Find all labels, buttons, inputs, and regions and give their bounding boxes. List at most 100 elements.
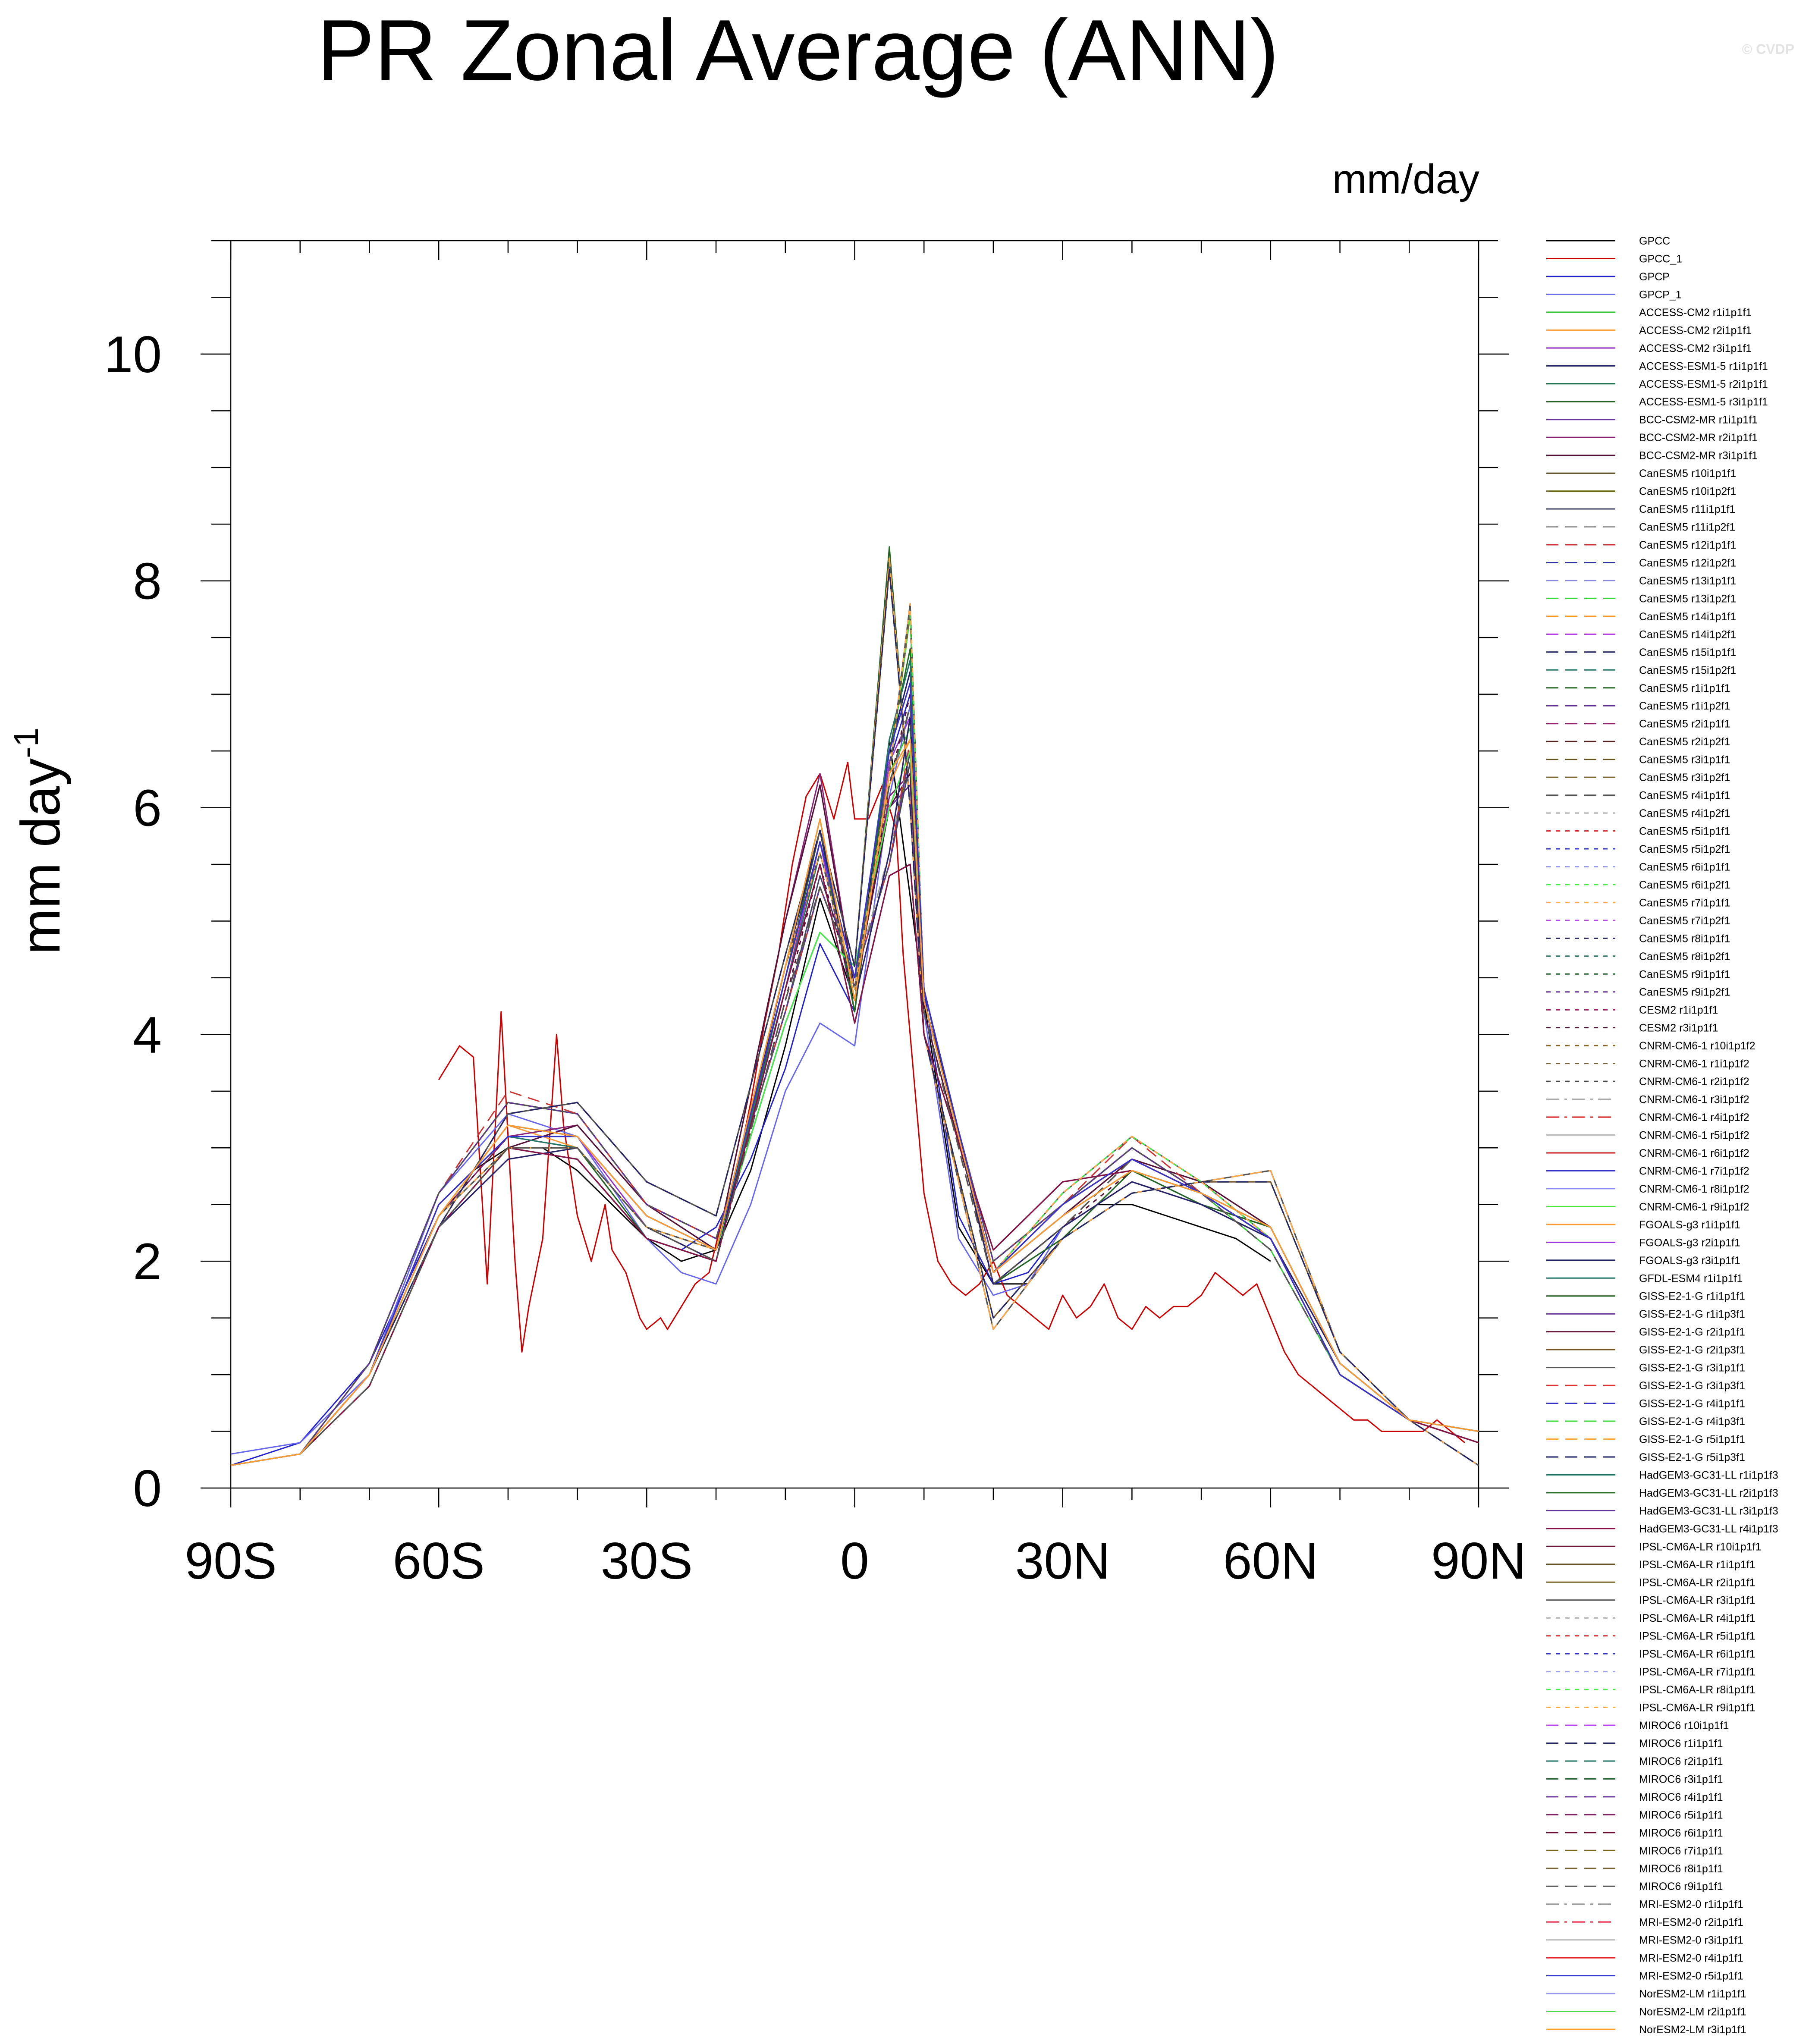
legend-label: CESM2 r1i1p1f1 [1639, 1004, 1718, 1016]
legend-label: HadGEM3-GC31-LL r4i1p1f3 [1639, 1523, 1778, 1535]
series-line [230, 694, 1479, 1466]
series-line [230, 750, 1479, 1466]
y-axis-label: mm day-1 [7, 728, 72, 954]
legend-label: MRI-ESM2-0 r2i1p1f1 [1639, 1916, 1743, 1928]
series-line [230, 750, 1479, 1466]
series-line [230, 863, 1479, 1466]
series-line [230, 716, 1479, 1466]
legend-label: CanESM5 r3i1p1f1 [1639, 754, 1730, 766]
legend-label: CanESM5 r1i1p1f1 [1639, 682, 1730, 694]
legend-label: CanESM5 r12i1p1f1 [1639, 539, 1736, 551]
series-line [230, 682, 1479, 1466]
series-line [230, 568, 1479, 1466]
legend-label: CNRM-CM6-1 r7i1p1f2 [1639, 1165, 1749, 1177]
legend-label: CanESM5 r13i1p1f1 [1639, 575, 1736, 587]
series-line [230, 750, 1479, 1466]
series-line [230, 750, 1479, 1466]
series-line [230, 761, 1479, 1466]
series-line [230, 750, 1479, 1466]
series-line [230, 568, 1479, 1466]
legend-label: CNRM-CM6-1 r1i1p1f2 [1639, 1058, 1749, 1070]
legend-label: MIROC6 r3i1p1f1 [1639, 1773, 1723, 1785]
series-line [230, 750, 1479, 1466]
series-line [230, 614, 1479, 1466]
legend-label: CanESM5 r14i1p1f1 [1639, 611, 1736, 623]
series-line [230, 728, 1479, 1466]
legend-label: IPSL-CM6A-LR r5i1p1f1 [1639, 1630, 1755, 1642]
series-line [230, 863, 1479, 1466]
series-line [230, 659, 1479, 1466]
legend-label: IPSL-CM6A-LR r9i1p1f1 [1639, 1702, 1755, 1714]
series-line [230, 739, 1479, 1466]
plot-frame [230, 240, 1479, 1489]
legend-label: IPSL-CM6A-LR r7i1p1f1 [1639, 1666, 1755, 1678]
series-line [230, 694, 1479, 1466]
legend-label: MIROC6 r6i1p1f1 [1639, 1827, 1723, 1839]
legend-label: MRI-ESM2-0 r1i1p1f1 [1639, 1899, 1743, 1911]
legend-label: HadGEM3-GC31-LL r1i1p1f3 [1639, 1469, 1778, 1481]
series-line [230, 773, 1479, 1466]
series-line [230, 750, 1479, 1466]
legend-label: CanESM5 r12i1p2f1 [1639, 557, 1736, 569]
legend-label: IPSL-CM6A-LR r6i1p1f1 [1639, 1648, 1755, 1660]
legend-label: MIROC6 r5i1p1f1 [1639, 1809, 1723, 1821]
legend-label: FGOALS-g3 r1i1p1f1 [1639, 1219, 1740, 1231]
legend-label: GISS-E2-1-G r1i1p3f1 [1639, 1308, 1745, 1320]
x-tick-label: 30S [601, 1532, 693, 1590]
legend-label: CanESM5 r14i1p2f1 [1639, 628, 1736, 641]
legend-label: ACCESS-CM2 r2i1p1f1 [1639, 324, 1752, 336]
series-line [230, 750, 1479, 1466]
series-line [230, 739, 1479, 1466]
series-line [230, 750, 1479, 1466]
legend-label: CanESM5 r2i1p1f1 [1639, 718, 1730, 730]
legend-label: ACCESS-CM2 r3i1p1f1 [1639, 342, 1752, 355]
legend-label: GISS-E2-1-G r3i1p3f1 [1639, 1380, 1745, 1392]
legend-label: CanESM5 r3i1p2f1 [1639, 772, 1730, 784]
legend-label: CNRM-CM6-1 r9i1p1f2 [1639, 1201, 1749, 1213]
series-line [230, 750, 1479, 1466]
series-line [230, 750, 1479, 1466]
series-line [230, 750, 1479, 1466]
legend-label: MIROC6 r7i1p1f1 [1639, 1845, 1723, 1857]
chart-title: PR Zonal Average (ANN) [317, 2, 1279, 98]
series-line [230, 546, 1479, 1466]
legend-label: MIROC6 r10i1p1f1 [1639, 1720, 1729, 1732]
series-line [230, 568, 1479, 1466]
series-line [230, 568, 1479, 1466]
y-tick-label: 2 [133, 1233, 162, 1290]
legend-label: BCC-CSM2-MR r3i1p1f1 [1639, 450, 1758, 462]
series-line [230, 603, 1479, 1466]
legend-label: MIROC6 r4i1p1f1 [1639, 1791, 1723, 1803]
series-line [230, 750, 1479, 1466]
y-axis-label-text: mm day [10, 758, 72, 954]
legend-label: MRI-ESM2-0 r3i1p1f1 [1639, 1934, 1743, 1947]
legend-label: MIROC6 r1i1p1f1 [1639, 1737, 1723, 1749]
series-line [230, 716, 1479, 1466]
x-tick-label: 90S [185, 1532, 277, 1590]
legend-label: CanESM5 r4i1p1f1 [1639, 790, 1730, 802]
series-line [230, 750, 1479, 1466]
legend-label: CNRM-CM6-1 r6i1p1f2 [1639, 1147, 1749, 1159]
series-line [230, 750, 1479, 1466]
legend-label: FGOALS-g3 r2i1p1f1 [1639, 1237, 1740, 1249]
series-line [230, 750, 1479, 1466]
legend-label: CanESM5 r10i1p1f1 [1639, 468, 1736, 480]
legend-label: CNRM-CM6-1 r2i1p1f2 [1639, 1076, 1749, 1088]
y-tick-label: 0 [133, 1460, 162, 1517]
legend-label: NorESM2-LM r3i1p1f1 [1639, 2024, 1746, 2036]
legend-label: CanESM5 r13i1p2f1 [1639, 593, 1736, 605]
series-line [230, 750, 1479, 1466]
series-line [230, 682, 1479, 1466]
series-line [230, 659, 1479, 1466]
series-line [230, 750, 1479, 1466]
legend-label: CNRM-CM6-1 r8i1p1f2 [1639, 1183, 1749, 1195]
series-line [230, 750, 1479, 1466]
series-line [230, 750, 1479, 1466]
series-line [230, 750, 1479, 1466]
legend-label: MIROC6 r9i1p1f1 [1639, 1881, 1723, 1893]
legend-label: MRI-ESM2-0 r4i1p1f1 [1639, 1952, 1743, 1964]
series-lines [230, 546, 1479, 1466]
legend-label: CNRM-CM6-1 r10i1p1f2 [1639, 1040, 1755, 1052]
series-line [230, 603, 1479, 1466]
legend-label: GPCP_1 [1639, 289, 1682, 301]
